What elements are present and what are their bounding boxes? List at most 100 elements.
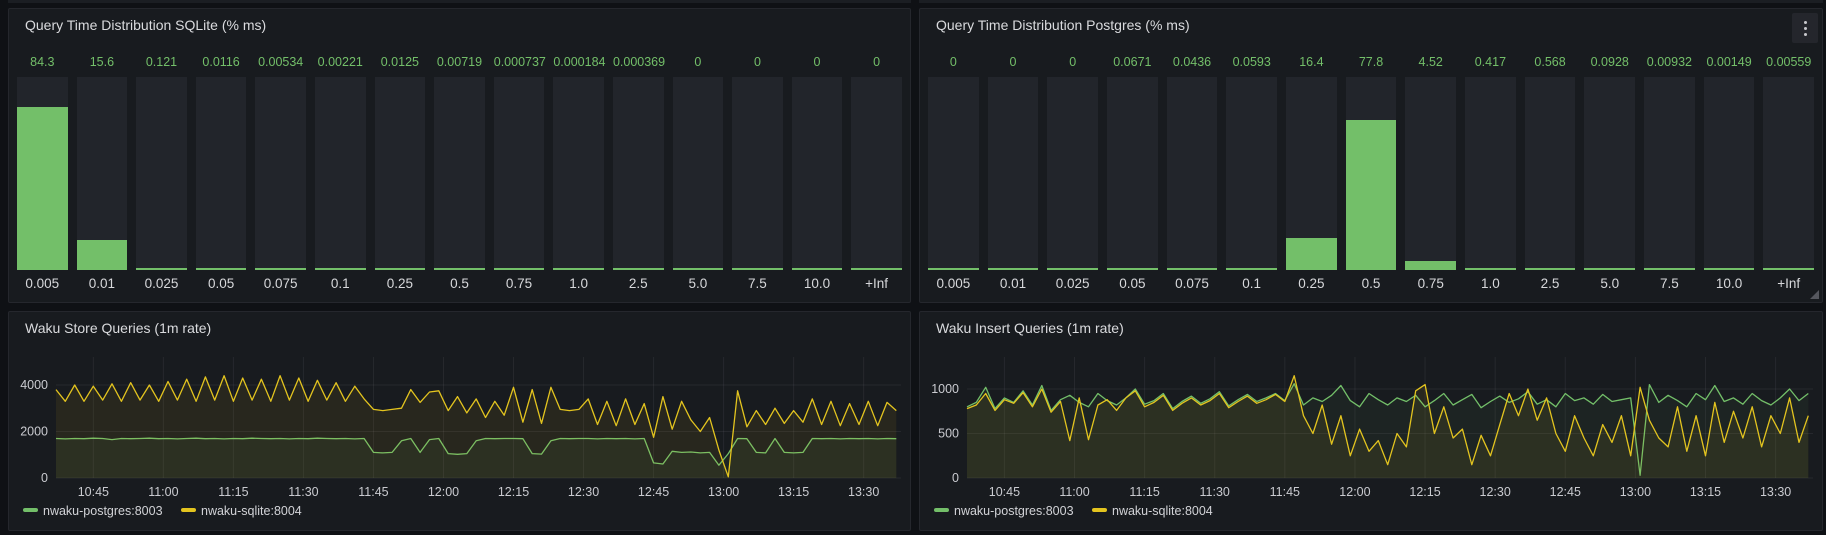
bar-bucket-label: 0.01 bbox=[999, 276, 1027, 291]
bar-value-label: 4.52 bbox=[1418, 55, 1443, 69]
panel-title[interactable]: Waku Insert Queries (1m rate) bbox=[936, 320, 1124, 336]
bar-fill bbox=[987, 268, 1039, 270]
histogram-bar-0.075: 0.00534 0.075 bbox=[255, 51, 306, 294]
bar-track bbox=[374, 77, 426, 270]
bar-bucket-label: 0.5 bbox=[1361, 276, 1381, 291]
histogram-bar-0.01: 0 0.01 bbox=[987, 51, 1039, 294]
bar-fill bbox=[851, 268, 902, 270]
x-axis-tick-label: 12:15 bbox=[1409, 485, 1440, 499]
x-axis-tick-label: 12:15 bbox=[498, 485, 529, 499]
bar-bucket-label: 7.5 bbox=[1660, 276, 1679, 291]
x-axis-tick-label: 12:30 bbox=[1480, 485, 1511, 499]
legend-swatch bbox=[1092, 508, 1107, 512]
bar-track bbox=[1465, 77, 1516, 270]
bar-bucket-label: 7.5 bbox=[748, 276, 767, 291]
bar-bucket-label: 5.0 bbox=[1600, 276, 1620, 291]
y-axis-tick-label: 4000 bbox=[20, 378, 48, 392]
bar-bucket-label: 0.05 bbox=[207, 276, 235, 291]
x-axis-tick-label: 13:15 bbox=[1690, 485, 1721, 499]
bar-track bbox=[851, 77, 902, 270]
bar-value-label: 0.0125 bbox=[380, 55, 419, 69]
bar-fill bbox=[672, 268, 724, 270]
bar-value-label: 0 bbox=[813, 55, 821, 69]
bar-track bbox=[195, 77, 247, 270]
bar-fill bbox=[314, 268, 366, 270]
histogram-bar-5.0: 0 5.0 bbox=[672, 51, 724, 294]
bar-track bbox=[1703, 77, 1755, 270]
bar-value-label: 0 bbox=[1009, 55, 1017, 69]
bar-track bbox=[553, 77, 604, 270]
bar-value-label: 0.000184 bbox=[553, 55, 606, 69]
histogram-bar-0.1: 0.0593 0.1 bbox=[1226, 51, 1278, 294]
bar-bucket-label: 0.005 bbox=[25, 276, 60, 291]
x-axis-tick-label: 13:00 bbox=[1620, 485, 1651, 499]
bar-fill bbox=[136, 268, 187, 270]
bar-bucket-label: 0.05 bbox=[1119, 276, 1146, 291]
panel-menu-button[interactable] bbox=[1792, 13, 1818, 43]
bar-value-label: 0 bbox=[694, 55, 702, 69]
bar-value-label: 0.00534 bbox=[258, 55, 304, 69]
y-axis-tick-label: 2000 bbox=[20, 424, 48, 438]
bar-value-label: 0.0593 bbox=[1232, 55, 1271, 69]
legend-swatch bbox=[23, 508, 38, 512]
y-axis-tick-label: 0 bbox=[41, 471, 48, 485]
bar-fill bbox=[1107, 268, 1158, 270]
store-queries-chart: 0 2000 4000 10:45 11:00 11:15 11:30 11:45 12:00 1… bbox=[9, 340, 910, 530]
bar-value-label: 0.00221 bbox=[317, 55, 363, 69]
bar-value-label: 16.4 bbox=[1299, 55, 1324, 69]
bar-track bbox=[1166, 77, 1218, 270]
panel-title[interactable]: Query Time Distribution SQLite (% ms) bbox=[25, 17, 267, 33]
legend-item-nwaku-sqlite-8004[interactable]: nwaku-sqlite:8004 bbox=[1092, 504, 1213, 518]
bar-fill bbox=[1226, 268, 1278, 270]
bar-value-label: 0.417 bbox=[1474, 55, 1507, 69]
bar-track bbox=[493, 77, 545, 270]
x-axis-tick-label: 11:15 bbox=[218, 485, 248, 499]
bar-track bbox=[76, 77, 128, 270]
histogram-bar-0.075: 0.0436 0.075 bbox=[1166, 51, 1218, 294]
panel-resize-handle[interactable] bbox=[1810, 290, 1819, 299]
panel-title[interactable]: Query Time Distribution Postgres (% ms) bbox=[936, 17, 1190, 33]
bar-value-label: 0 bbox=[949, 55, 957, 69]
bar-bucket-label: 0.025 bbox=[1055, 276, 1090, 291]
bar-track bbox=[612, 77, 664, 270]
x-axis-tick-label: 12:45 bbox=[1550, 485, 1581, 499]
histogram-bar-7.5: 0 7.5 bbox=[732, 51, 783, 294]
series-line-nwaku-sqlite-8004 bbox=[966, 375, 1809, 466]
bar-track bbox=[928, 77, 979, 270]
legend-item-nwaku-postgres-8003[interactable]: nwaku-postgres:8003 bbox=[23, 504, 163, 518]
legend-item-nwaku-postgres-8003[interactable]: nwaku-postgres:8003 bbox=[934, 504, 1074, 518]
histogram-bar-0.5: 77.8 0.5 bbox=[1345, 51, 1397, 294]
bar-bucket-label: 0.1 bbox=[1242, 276, 1262, 291]
bar-value-label: 15.6 bbox=[89, 55, 115, 69]
bar-value-label: 0 bbox=[873, 55, 881, 69]
legend-label: nwaku-sqlite:8004 bbox=[201, 504, 302, 518]
panel-title[interactable]: Waku Store Queries (1m rate) bbox=[25, 320, 212, 336]
x-axis-tick-label: 13:30 bbox=[1760, 485, 1791, 499]
bar-fill bbox=[374, 268, 426, 270]
legend-item-nwaku-sqlite-8004[interactable]: nwaku-sqlite:8004 bbox=[181, 504, 302, 518]
ts-store-svg: 0 2000 4000 10:45 11:00 11:15 11:30 11:45 12:00 1… bbox=[20, 357, 901, 518]
x-axis-tick-label: 11:15 bbox=[1129, 485, 1159, 499]
bar-fill bbox=[1524, 268, 1576, 270]
histogram-bar-2.5: 0.000369 2.5 bbox=[612, 51, 665, 294]
bar-track bbox=[1405, 77, 1457, 270]
bar-bucket-label: 0.75 bbox=[505, 276, 533, 291]
bar-bucket-label: 10.0 bbox=[803, 276, 831, 291]
legend-label: nwaku-postgres:8003 bbox=[954, 504, 1074, 518]
bar-track bbox=[987, 77, 1039, 270]
top-cropped-panel-edge-left bbox=[8, 0, 911, 3]
bar-track bbox=[314, 77, 366, 270]
bar-bucket-label: 0.075 bbox=[1175, 276, 1209, 291]
bar-track bbox=[732, 77, 783, 270]
series-area-nwaku-postgres-8003 bbox=[56, 438, 897, 478]
bar-fill bbox=[928, 268, 979, 270]
histogram-bar-0.05: 0.0671 0.05 bbox=[1107, 51, 1158, 294]
bar-fill bbox=[195, 268, 247, 270]
panel-waku-store-queries: Waku Store Queries (1m rate) 0 2000 4000 10… bbox=[8, 311, 911, 531]
insert-queries-chart: 0 500 1000 10:45 11:00 11:15 11:30 11:45 12:00 12… bbox=[920, 340, 1822, 530]
histogram-postgres: 0 0.005 0 0.01 0 0.025 0.0671 0.05 0.0436 0.075 0.… bbox=[928, 51, 1815, 294]
x-axis-tick-label: 11:45 bbox=[1270, 485, 1300, 499]
bar-bucket-label: 0.025 bbox=[144, 276, 179, 291]
bar-value-label: 0.000737 bbox=[493, 55, 546, 69]
